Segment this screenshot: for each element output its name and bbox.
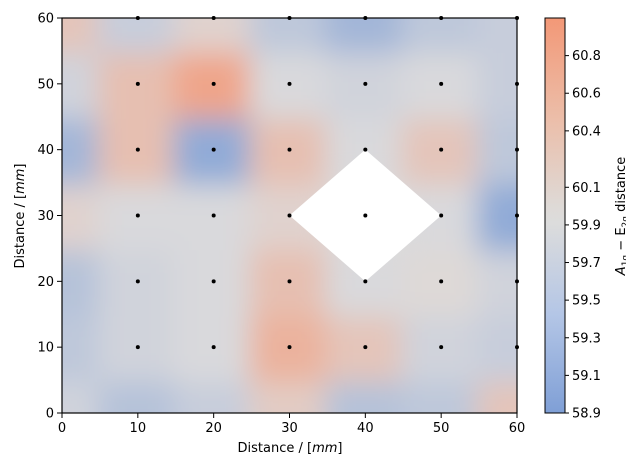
y-tick-label: 40 [37, 143, 54, 158]
x-tick-label: 0 [58, 421, 66, 436]
sample-point [135, 147, 140, 152]
sample-point [211, 345, 216, 350]
contour-cell [62, 180, 102, 251]
contour-cell [62, 48, 102, 119]
sample-point [287, 147, 292, 152]
sample-point [363, 213, 368, 218]
x-tick-label: 60 [509, 421, 526, 436]
sample-point [439, 279, 444, 284]
colorbar-tick-label: 59.5 [572, 294, 601, 309]
sample-point [363, 345, 368, 350]
y-axis-label: Distance / [mm] [13, 164, 28, 269]
contour-cell [477, 378, 517, 413]
x-tick-label: 50 [433, 421, 450, 436]
contour-cell [401, 18, 482, 53]
colorbar-tick-label: 59.9 [572, 218, 601, 233]
sample-point [439, 147, 444, 152]
sample-point [135, 213, 140, 218]
sample-point [439, 213, 444, 218]
colorbar-tick-label: 60.6 [572, 87, 601, 102]
sample-point [211, 213, 216, 218]
contour-cell [325, 18, 406, 53]
colorbar-tick-label: 59.7 [572, 256, 601, 271]
contour-cell [62, 18, 102, 53]
y-tick-label: 0 [46, 407, 54, 422]
colorbar-gradient [544, 17, 566, 414]
sample-point [287, 345, 292, 350]
plot-frame [61, 17, 518, 414]
x-tick-label: 20 [205, 421, 222, 436]
contour-cell [477, 180, 517, 251]
contour-cell [477, 18, 517, 53]
sample-point [135, 345, 140, 350]
contour-cell [62, 312, 102, 383]
sample-point [211, 279, 216, 284]
x-tick-label: 30 [281, 421, 298, 436]
colorbar: 58.9 59.1 59.3 59.5 59.7 59.9 60.1 60.4 60.6 60.8… [544, 17, 626, 422]
contour-cell [97, 18, 178, 53]
contour-cell [249, 378, 330, 413]
colorbar-tick-label: 60.8 [572, 49, 601, 64]
sample-point [135, 81, 140, 86]
contour-cell [173, 378, 254, 413]
y-axis: 0 10 20 30 40 50 60 [37, 12, 62, 422]
sample-point [439, 81, 444, 86]
contour-cell [325, 378, 406, 413]
contour-field [62, 18, 517, 413]
sample-point [287, 81, 292, 86]
contour-cell [62, 114, 102, 185]
sample-point [211, 81, 216, 86]
contour-cell [401, 378, 482, 413]
contour-cell [477, 246, 517, 317]
contour-cell [97, 378, 178, 413]
y-tick-label: 10 [37, 341, 54, 356]
y-tick-label: 20 [37, 275, 54, 290]
contour-cell [173, 18, 254, 53]
sample-point [439, 345, 444, 350]
contour-cell [62, 378, 102, 413]
sample-point [287, 213, 292, 218]
sample-point [363, 147, 368, 152]
colorbar-tick-label: 58.9 [572, 407, 601, 422]
contour-cell [477, 312, 517, 383]
x-axis: 0 10 20 30 40 50 60 [58, 413, 525, 436]
colorbar-tick-label: 59.3 [572, 331, 601, 346]
y-tick-label: 50 [37, 77, 54, 92]
sample-point [363, 81, 368, 86]
y-tick-label: 60 [37, 12, 54, 27]
colorbar-tick-label: 60.1 [572, 181, 601, 196]
colorbar-tick-label: 59.1 [572, 369, 601, 384]
x-axis-label: Distance / [mm] [238, 441, 343, 456]
colorbar-label: A1g − E2g distance [614, 157, 626, 276]
y-tick-label: 30 [37, 209, 54, 224]
contour-cell [249, 18, 330, 53]
x-tick-label: 10 [130, 421, 147, 436]
plot-area [62, 18, 517, 413]
colorbar-tick-label: 60.4 [572, 124, 601, 139]
contour-cell [62, 246, 102, 317]
colorbar-ticks: 58.9 59.1 59.3 59.5 59.7 59.9 60.1 60.4 60.6 60.8 [565, 49, 601, 422]
sample-point [287, 279, 292, 284]
sample-point [135, 279, 140, 284]
sample-point [363, 279, 368, 284]
sample-point [211, 147, 216, 152]
x-tick-label: 40 [357, 421, 374, 436]
contour-cell [477, 48, 517, 119]
contour-cell [477, 114, 517, 185]
